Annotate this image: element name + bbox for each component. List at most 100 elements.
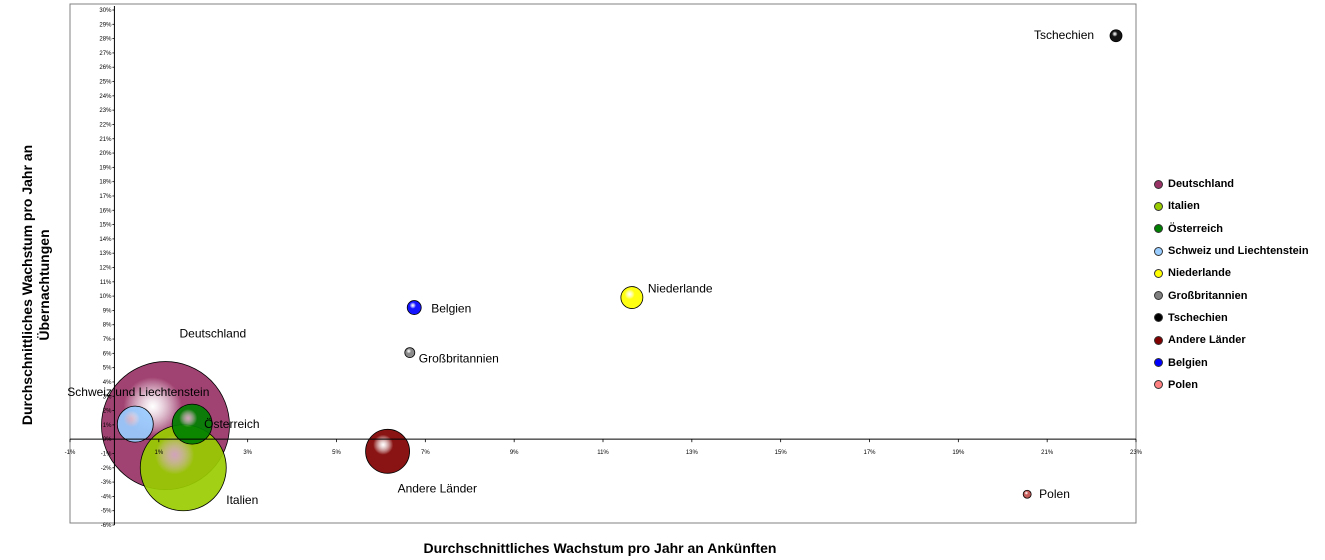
bubble-polen xyxy=(1022,489,1032,499)
legend-item: Österreich xyxy=(1154,218,1309,240)
y-tick-label: 26% xyxy=(99,65,112,71)
legend-label: Großbritannien xyxy=(1168,289,1248,302)
y-tick-label: 25% xyxy=(99,80,112,86)
data-label-tschechien: Tschechien xyxy=(1034,28,1094,42)
y-tick-label: -5% xyxy=(101,509,112,515)
y-tick-label: -1% xyxy=(101,451,112,457)
y-tick-label: 27% xyxy=(99,51,112,57)
legend-swatch xyxy=(1154,313,1163,323)
y-axis-title: Durchschnittliches Wachstum pro Jahr an … xyxy=(19,145,52,425)
y-tick-label: 8% xyxy=(103,323,112,329)
x-tick-label: 21% xyxy=(1041,450,1054,456)
y-tick-label: 19% xyxy=(99,165,112,171)
data-label-deutschland: Deutschland xyxy=(179,327,246,341)
y-tick-label: 29% xyxy=(99,22,112,28)
y-tick-label: 24% xyxy=(99,94,112,100)
y-tick-label: 22% xyxy=(99,122,112,128)
y-tick-label: 2% xyxy=(103,409,112,415)
legend-item: Belgien xyxy=(1154,351,1309,373)
data-label-belgien: Belgien xyxy=(431,302,471,316)
x-tick-label: 1% xyxy=(154,450,163,456)
x-tick-label: 3% xyxy=(243,450,252,456)
y-tick-label: 13% xyxy=(99,251,112,257)
bubble-schweiz-und-liechtenstein xyxy=(116,405,154,443)
legend-item: Tschechien xyxy=(1154,307,1309,329)
bubble-großbritannien xyxy=(404,347,416,359)
legend-label: Italien xyxy=(1168,200,1200,213)
legend-item: Deutschland xyxy=(1154,173,1309,195)
y-tick-label: 16% xyxy=(99,208,112,214)
bubble-andere-länder xyxy=(365,428,410,474)
bubble-österreich xyxy=(171,403,213,445)
legend-label: Niederlande xyxy=(1168,267,1231,280)
legend-swatch xyxy=(1154,358,1163,368)
legend-item: Polen xyxy=(1154,374,1309,396)
legend-label: Schweiz und Liechtenstein xyxy=(1168,245,1309,258)
y-tick-label: 0% xyxy=(103,437,112,443)
legend-swatch xyxy=(1154,380,1163,390)
legend-item: Andere Länder xyxy=(1154,329,1309,351)
y-tick-label: 7% xyxy=(103,337,112,343)
data-label-schweiz-und-liechtenstein: Schweiz und Liechtenstein xyxy=(67,385,209,399)
y-tick-label: 14% xyxy=(99,237,112,243)
y-tick-label: 23% xyxy=(99,108,112,114)
legend-label: Deutschland xyxy=(1168,178,1235,191)
labels-layer: Deutschland Italien Österreich Schweiz und … xyxy=(67,28,1094,507)
legend-item: Großbritannien xyxy=(1154,284,1309,306)
y-tick-label: -4% xyxy=(101,494,112,500)
y-tick-label: 6% xyxy=(103,351,112,357)
legend-label: Andere Länder xyxy=(1168,334,1246,347)
data-label-polen: Polen xyxy=(1039,487,1070,501)
legend-label: Belgien xyxy=(1168,356,1208,369)
axes-layer: -6% -5% -4% -3% -2% -1% 0% 1% 2% 3% 4% 5% 6% 7% 8% 9% 10… xyxy=(65,6,1143,529)
plot-area-border xyxy=(69,3,1137,524)
legend-label: Polen xyxy=(1168,378,1198,391)
data-label-großbritannien: Großbritannien xyxy=(419,352,499,366)
x-tick-label: 9% xyxy=(510,450,519,456)
y-tick-label: 11% xyxy=(100,280,112,286)
y-tick-label: 30% xyxy=(99,8,112,14)
legend: Deutschland Italien Österreich Schweiz und … xyxy=(1154,173,1309,396)
data-label-andere-länder: Andere Länder xyxy=(398,481,477,495)
y-axis-title-line-1: Durchschnittliches Wachstum pro Jahr an xyxy=(19,145,35,425)
x-tick-label: 15% xyxy=(775,450,788,456)
legend-item: Niederlande xyxy=(1154,262,1309,284)
bubble-belgien xyxy=(406,300,422,315)
legend-swatch xyxy=(1154,224,1163,234)
x-axis-title: Durchschnittliches Wachstum pro Jahr an … xyxy=(424,540,777,556)
y-tick-label: 15% xyxy=(99,223,112,229)
y-tick-label: 17% xyxy=(99,194,112,200)
y-tick-label: 10% xyxy=(99,294,112,300)
legend-label: Österreich xyxy=(1168,222,1224,235)
bubble-niederlande xyxy=(620,286,644,309)
x-tick-label: 17% xyxy=(863,450,876,456)
legend-label: Tschechien xyxy=(1168,311,1228,324)
x-tick-label: -1% xyxy=(65,450,76,456)
bubble-tschechien xyxy=(1109,29,1123,43)
legend-swatch xyxy=(1154,291,1163,301)
legend-swatch xyxy=(1154,246,1163,256)
x-tick-label: 7% xyxy=(421,450,430,456)
y-tick-label: 20% xyxy=(99,151,112,157)
y-tick-label: -6% xyxy=(101,523,112,529)
y-tick-label: 21% xyxy=(99,137,112,143)
y-tick-label: 5% xyxy=(103,366,112,372)
y-tick-label: 4% xyxy=(103,380,112,386)
data-label-österreich: Österreich xyxy=(204,417,259,431)
x-tick-label: 23% xyxy=(1130,450,1143,456)
x-tick-label: 11% xyxy=(597,450,609,456)
y-tick-label: 18% xyxy=(99,180,112,186)
y-tick-label: -3% xyxy=(101,480,112,486)
legend-item: Schweiz und Liechtenstein xyxy=(1154,240,1309,262)
bubbles-layer xyxy=(101,29,1123,512)
y-tick-label: 1% xyxy=(103,423,112,429)
y-axis-title-line-2: Übernachtungen xyxy=(36,229,52,340)
legend-item: Italien xyxy=(1154,195,1309,217)
legend-swatch xyxy=(1154,335,1163,345)
y-tick-label: 12% xyxy=(99,266,112,272)
x-tick-label: 13% xyxy=(686,450,699,456)
x-tick-label: 19% xyxy=(952,450,965,456)
data-label-niederlande: Niederlande xyxy=(648,282,713,296)
legend-swatch xyxy=(1154,201,1163,211)
